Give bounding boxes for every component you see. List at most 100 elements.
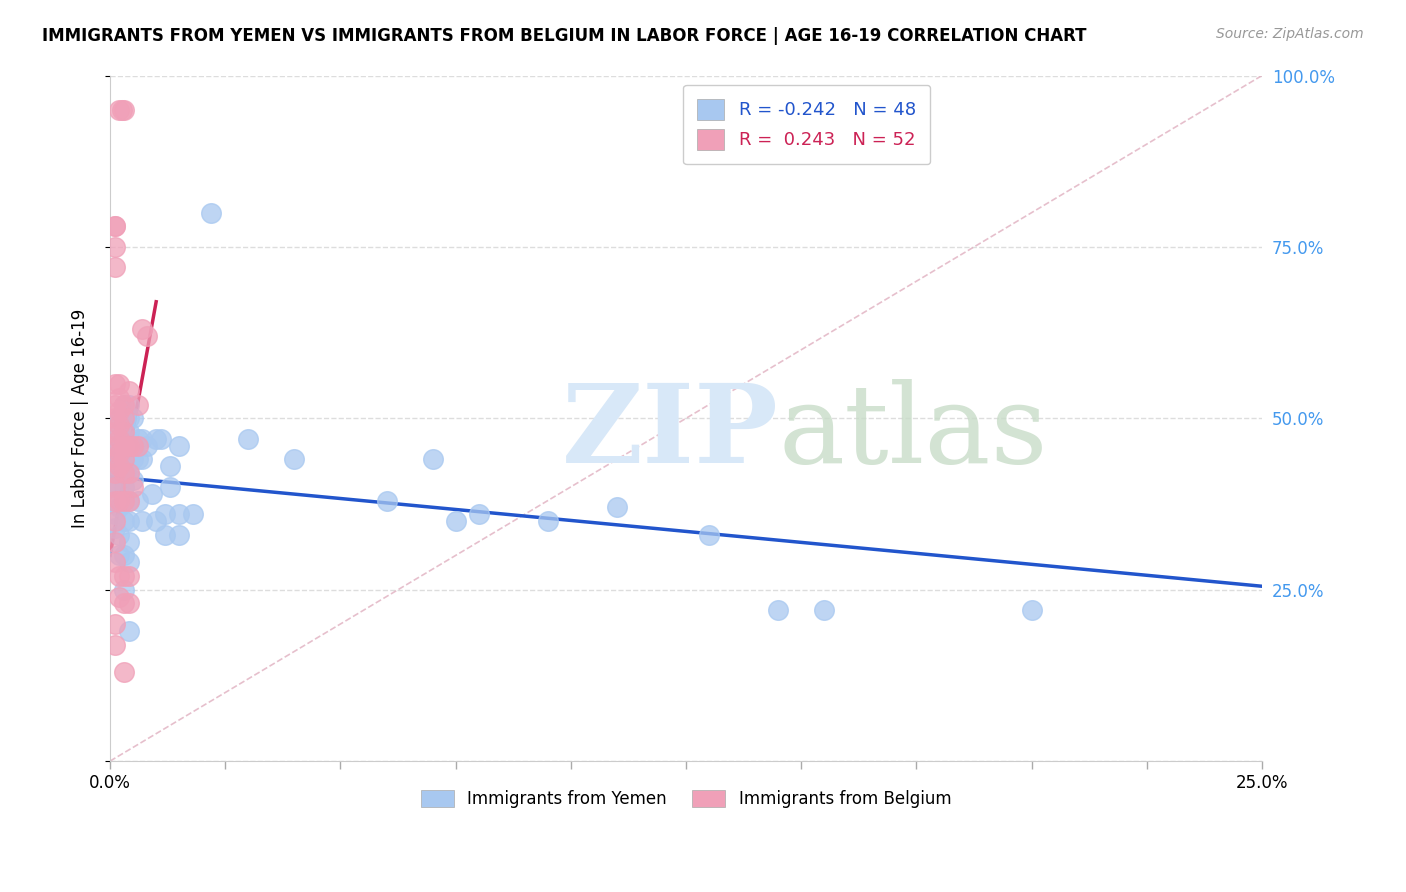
Point bbox=[108, 445, 131, 459]
Point bbox=[108, 391, 131, 405]
Point bbox=[112, 439, 135, 453]
Point bbox=[104, 555, 127, 569]
Point bbox=[167, 508, 190, 522]
Point bbox=[104, 638, 127, 652]
Point bbox=[112, 466, 135, 480]
Point bbox=[813, 603, 835, 617]
Point bbox=[104, 219, 127, 234]
Legend: Immigrants from Yemen, Immigrants from Belgium: Immigrants from Yemen, Immigrants from B… bbox=[415, 783, 957, 814]
Point bbox=[105, 442, 128, 457]
Point bbox=[181, 508, 204, 522]
Point bbox=[115, 466, 138, 480]
Point bbox=[108, 466, 131, 480]
Point bbox=[112, 596, 135, 610]
Point bbox=[108, 500, 131, 515]
Point bbox=[697, 528, 720, 542]
Point bbox=[112, 452, 135, 467]
Point bbox=[117, 439, 139, 453]
Point bbox=[112, 425, 135, 439]
Point bbox=[108, 103, 131, 117]
Point bbox=[112, 411, 135, 425]
Point bbox=[167, 439, 190, 453]
Point bbox=[131, 322, 153, 336]
Point bbox=[141, 486, 163, 500]
Point bbox=[104, 377, 127, 392]
Point bbox=[104, 452, 127, 467]
Point bbox=[104, 398, 127, 412]
Point bbox=[112, 665, 135, 679]
Point bbox=[117, 466, 139, 480]
Point bbox=[104, 617, 127, 632]
Point bbox=[108, 549, 131, 563]
Point bbox=[104, 219, 127, 234]
Point bbox=[108, 590, 131, 604]
Point bbox=[1021, 603, 1043, 617]
Point bbox=[467, 508, 489, 522]
Point bbox=[104, 260, 127, 275]
Point bbox=[127, 439, 149, 453]
Point bbox=[606, 500, 628, 515]
Point bbox=[104, 411, 127, 425]
Point bbox=[127, 398, 149, 412]
Point bbox=[112, 480, 135, 494]
Point bbox=[117, 466, 139, 480]
Point bbox=[117, 425, 139, 439]
Point bbox=[104, 521, 127, 535]
Point bbox=[108, 452, 131, 467]
Point bbox=[117, 493, 139, 508]
Point bbox=[108, 411, 131, 425]
Point bbox=[104, 508, 127, 522]
Point bbox=[105, 459, 128, 474]
Point bbox=[112, 398, 135, 412]
Point bbox=[122, 439, 145, 453]
Point bbox=[145, 432, 167, 446]
Point bbox=[104, 240, 127, 254]
Point bbox=[117, 596, 139, 610]
Point bbox=[122, 411, 145, 425]
Y-axis label: In Labor Force | Age 16-19: In Labor Force | Age 16-19 bbox=[72, 309, 89, 528]
Point bbox=[112, 493, 135, 508]
Point bbox=[112, 425, 135, 439]
Point bbox=[112, 452, 135, 467]
Point bbox=[131, 452, 153, 467]
Point bbox=[200, 205, 222, 219]
Point bbox=[104, 480, 127, 494]
Point bbox=[117, 569, 139, 583]
Point bbox=[136, 439, 159, 453]
Point bbox=[122, 452, 145, 467]
Point bbox=[104, 466, 127, 480]
Point bbox=[110, 103, 132, 117]
Point bbox=[117, 411, 139, 425]
Point bbox=[117, 398, 139, 412]
Point bbox=[122, 439, 145, 453]
Point bbox=[104, 452, 127, 467]
Point bbox=[112, 569, 135, 583]
Point bbox=[112, 411, 135, 425]
Point bbox=[108, 404, 131, 418]
Point bbox=[159, 480, 181, 494]
Point bbox=[115, 439, 138, 453]
Point bbox=[159, 459, 181, 474]
Point bbox=[108, 439, 131, 453]
Point bbox=[131, 432, 153, 446]
Point bbox=[108, 493, 131, 508]
Point bbox=[122, 473, 145, 487]
Point bbox=[145, 514, 167, 528]
Point bbox=[112, 398, 135, 412]
Point bbox=[108, 569, 131, 583]
Point bbox=[127, 432, 149, 446]
Point bbox=[104, 514, 127, 528]
Point bbox=[131, 514, 153, 528]
Point bbox=[155, 508, 177, 522]
Point bbox=[108, 418, 131, 433]
Text: atlas: atlas bbox=[778, 378, 1047, 485]
Point bbox=[422, 452, 444, 467]
Point bbox=[108, 480, 131, 494]
Point bbox=[112, 549, 135, 563]
Point bbox=[122, 480, 145, 494]
Point bbox=[104, 493, 127, 508]
Point bbox=[104, 480, 127, 494]
Point bbox=[108, 459, 131, 474]
Text: ZIP: ZIP bbox=[561, 378, 778, 485]
Point bbox=[136, 329, 159, 343]
